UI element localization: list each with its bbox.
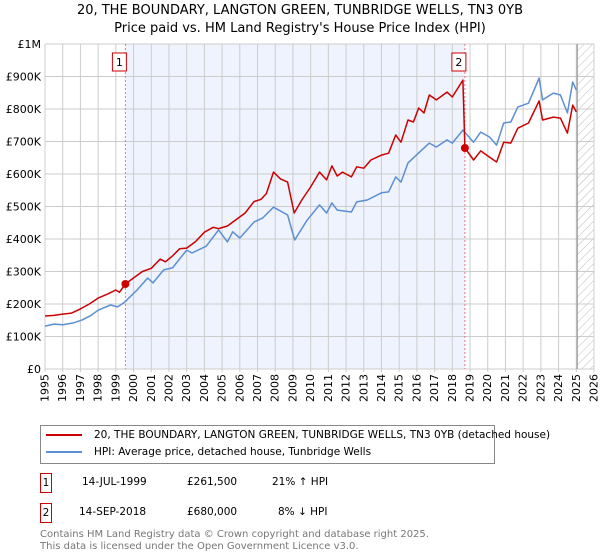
- x-tick-label: 1995: [39, 374, 52, 402]
- x-tick-label: 2010: [304, 374, 317, 402]
- x-tick-label: 2023: [534, 374, 547, 402]
- chart-title-line2: Price paid vs. HM Land Registry's House …: [114, 21, 486, 36]
- x-tick-label: 2012: [340, 374, 353, 402]
- transaction-hpi: 21% ↑ HPI: [272, 476, 329, 488]
- x-tick-label: 2024: [552, 374, 565, 402]
- x-tick-label: 2000: [127, 374, 140, 402]
- x-tick-label: 2009: [286, 374, 299, 402]
- y-tick-label: £1M: [18, 38, 42, 51]
- sale-marker-label: 2: [455, 56, 462, 69]
- y-tick-label: £200K: [6, 298, 42, 311]
- x-tick-label: 2025: [570, 374, 583, 402]
- transaction-marker: 2: [40, 503, 52, 523]
- y-tick-label: £300K: [6, 266, 42, 279]
- price-chart: 1995 1996 1997 1998 1999 2000 2001 2002 2003 2004…: [6, 38, 600, 402]
- x-tick-label: 2022: [517, 374, 530, 402]
- legend-swatch-red: [46, 434, 82, 436]
- x-tick-label: 2006: [233, 374, 246, 402]
- x-tick-label: 2011: [322, 374, 335, 402]
- x-tick-label: 1997: [74, 374, 87, 402]
- sale-point: [460, 144, 469, 152]
- sale-marker-box: [111, 52, 127, 72]
- x-tick-label: 2001: [145, 374, 158, 402]
- hpi-series-line: [44, 77, 577, 327]
- legend: 20, THE BOUNDARY, LANGTON GREEN, TUNBRID…: [40, 425, 550, 464]
- y-tick-label: £0: [27, 363, 41, 376]
- x-tick-label: 2020: [481, 374, 494, 402]
- x-tick-label: 2015: [393, 374, 406, 402]
- legend-swatch-blue: [46, 451, 82, 453]
- x-tick-label: 2002: [162, 374, 175, 402]
- x-tick-label: 2008: [269, 374, 282, 402]
- y-tick-label: £800K: [6, 103, 42, 116]
- x-tick-label: 2007: [251, 374, 264, 402]
- chart-title-line1: 20, THE BOUNDARY, LANGTON GREEN, TUNBRID…: [76, 3, 524, 18]
- x-tick-label: 1999: [109, 374, 122, 402]
- x-tick-label: 2004: [198, 374, 211, 402]
- x-tick-label: 2013: [357, 374, 370, 402]
- x-tick-label: 2005: [216, 374, 229, 402]
- transaction-price: £261,500: [187, 476, 238, 488]
- footer: Contains HM Land Registry data © Crown c…: [40, 529, 429, 553]
- transaction-date: 14-JUL-1999: [82, 476, 147, 488]
- x-tick-label: 2026: [588, 374, 600, 402]
- sale-marker-box: [451, 52, 467, 72]
- x-tick-label: 2019: [464, 374, 477, 402]
- x-tick-label: 2003: [180, 374, 193, 402]
- x-tick-label: 1998: [92, 374, 105, 402]
- x-tick-label: 2018: [446, 374, 459, 402]
- x-tick-label: 2016: [410, 374, 423, 402]
- legend-item-hpi: HPI: Average price, detached house, Tunb…: [46, 446, 371, 458]
- x-tick-label: 2017: [428, 374, 441, 402]
- y-tick-label: £500K: [6, 201, 42, 214]
- footer-line1: Contains HM Land Registry data © Crown c…: [40, 529, 429, 540]
- y-tick-label: £700K: [6, 136, 42, 149]
- transaction-price: £680,000: [187, 506, 238, 518]
- sale-point: [121, 280, 130, 289]
- y-tick-label: £900K: [6, 71, 42, 84]
- x-tick-label: 2021: [499, 374, 512, 402]
- y-tick-label: £600K: [6, 168, 42, 181]
- y-tick-label: £400K: [6, 233, 42, 246]
- transaction-hpi: 8% ↓ HPI: [278, 506, 328, 518]
- footer-line2: This data is licensed under the Open Gov…: [40, 541, 359, 552]
- y-tick-label: £100K: [6, 331, 42, 344]
- legend-label: HPI: Average price, detached house, Tunb…: [94, 446, 372, 458]
- x-tick-label: 2014: [375, 374, 388, 402]
- sale-marker-label: 1: [116, 56, 123, 69]
- legend-label: 20, THE BOUNDARY, LANGTON GREEN, TUNBRID…: [94, 429, 551, 441]
- transaction-date: 14-SEP-2018: [79, 506, 147, 518]
- transaction-marker: 1: [40, 473, 52, 493]
- legend-item-property: 20, THE BOUNDARY, LANGTON GREEN, TUNBRID…: [46, 429, 550, 441]
- property-series-line: [44, 79, 577, 317]
- x-tick-label: 1996: [56, 374, 69, 402]
